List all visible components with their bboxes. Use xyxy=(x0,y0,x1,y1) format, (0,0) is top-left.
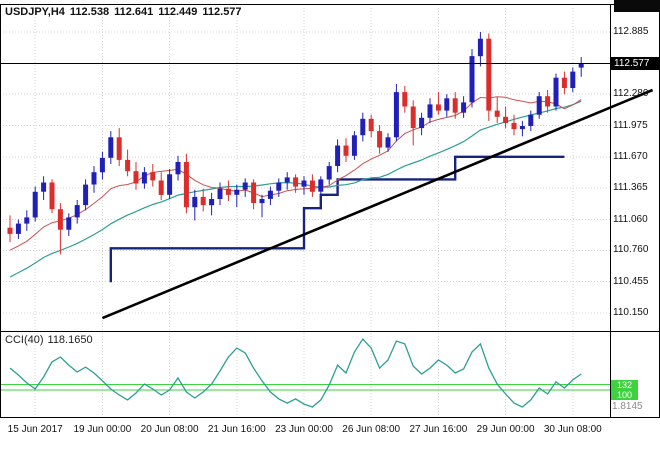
panel-frame xyxy=(0,4,660,418)
open-value: 112.538 xyxy=(69,6,110,18)
high-value: 112.641 xyxy=(114,6,154,18)
trendline xyxy=(101,88,654,320)
price-axis-label: 111.975 xyxy=(613,119,648,131)
time-axis-label: 20 Jun 08:00 xyxy=(140,424,199,435)
time-axis-label: 23 Jun 00:00 xyxy=(275,424,333,435)
price-axis-label: 112.885 xyxy=(613,26,649,37)
indicator-label: CCI(40) 118.1650 xyxy=(5,334,97,346)
price-axis-label: 112.280 xyxy=(613,88,649,100)
cci-level-badge: 132 xyxy=(611,379,638,390)
candlesticks xyxy=(7,32,584,255)
indicator-panel xyxy=(0,337,610,408)
price-axis-label: 111.060 xyxy=(613,213,648,225)
price-axis-label: 110.455 xyxy=(613,275,649,287)
indicator-axis-min-label: 1.8145 xyxy=(612,401,643,412)
symbol-timeframe: USDJPY,H4 xyxy=(5,6,65,18)
current-price-tag: 112.577 xyxy=(611,57,660,70)
main-panel xyxy=(0,32,654,320)
time-axis-label: 21 Jun 16:00 xyxy=(207,424,266,435)
cci-line xyxy=(9,337,582,408)
grid-lines xyxy=(0,8,610,416)
time-axis-label: 27 Jun 16:00 xyxy=(409,424,468,435)
indicator-value: 118.1650 xyxy=(47,334,93,346)
price-axis-label: 111.670 xyxy=(613,150,648,162)
time-axis-label: 15 Jun 2017 xyxy=(7,424,63,435)
close-value: 112.577 xyxy=(202,6,242,18)
low-value: 112.449 xyxy=(158,6,198,18)
indicator-name: CCI(40) xyxy=(5,334,44,346)
cci-level-badge: 100 xyxy=(611,389,638,400)
price-axis-label: 110.150 xyxy=(613,307,649,318)
window-corner-decor xyxy=(614,0,660,12)
ohlc-readout: USDJPY,H4 112.538 112.641 112.449 112.577 xyxy=(5,6,247,18)
price-axis-label: 111.365 xyxy=(613,182,648,194)
time-axis-label: 26 Jun 08:00 xyxy=(342,424,401,435)
time-axis-label: 30 Jun 08:00 xyxy=(543,424,602,435)
price-axis-label: 110.760 xyxy=(613,244,649,256)
time-axis-label: 19 Jun 00:00 xyxy=(73,424,132,435)
time-axis-label: 29 Jun 00:00 xyxy=(476,424,535,435)
